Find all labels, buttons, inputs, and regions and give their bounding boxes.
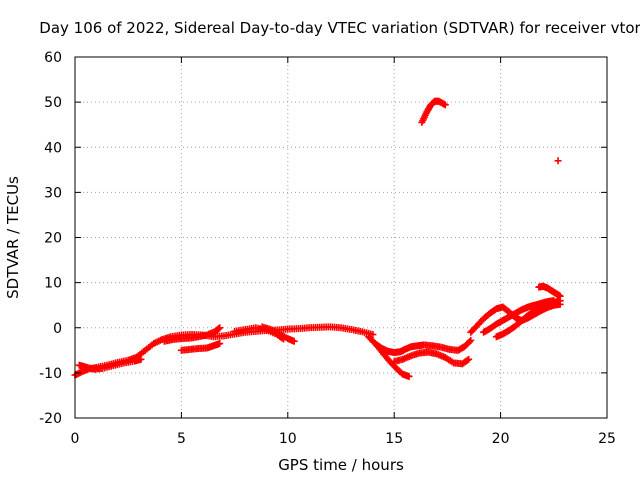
series-track-i (390, 348, 473, 368)
data-point (554, 157, 562, 165)
x-tick-label: 5 (177, 431, 186, 447)
data-point (441, 101, 449, 109)
x-tick-label: 25 (598, 431, 616, 447)
data-point (137, 355, 145, 363)
series-track-o (554, 157, 562, 165)
data-point (556, 292, 564, 300)
y-tick-label: -10 (39, 366, 62, 382)
series-track-l (492, 297, 564, 341)
ticks: 0 5 10 15 20 25 -20 -10 0 10 20 30 40 50 60 (39, 50, 616, 447)
data-marks (71, 97, 564, 380)
x-axis-label: GPS time / hours (278, 456, 404, 474)
data-point (405, 372, 413, 380)
y-tick-label: 40 (44, 140, 62, 156)
y-tick-label: 20 (44, 231, 62, 247)
y-tick-label: -20 (39, 411, 62, 427)
series-track-n (418, 97, 449, 126)
y-tick-label: 10 (44, 276, 62, 292)
data-point (216, 324, 224, 332)
x-tick-label: 10 (279, 431, 297, 447)
series-track-b (75, 355, 145, 373)
chart-title: Day 106 of 2022, Sidereal Day-to-day VTE… (39, 19, 640, 37)
x-tick-label: 0 (71, 431, 80, 447)
series-track-m (535, 282, 564, 300)
series-track-c (160, 324, 224, 345)
y-axis-label: SDTVAR / TECUs (4, 176, 22, 299)
series-track-a (71, 323, 377, 379)
data-point (216, 340, 224, 348)
data-point (465, 355, 473, 363)
y-tick-label: 30 (44, 185, 62, 201)
y-tick-label: 0 (53, 321, 62, 337)
x-tick-label: 15 (385, 431, 403, 447)
data-point (466, 338, 474, 346)
data-point (290, 337, 298, 345)
series-track-f (258, 323, 298, 345)
grid (75, 57, 607, 418)
data-point (369, 331, 377, 339)
y-tick-label: 50 (44, 95, 62, 111)
data-point (463, 356, 471, 364)
series-track-d (177, 340, 224, 354)
data-point (467, 336, 475, 344)
x-tick-label: 20 (492, 431, 510, 447)
y-tick-label: 60 (44, 50, 62, 66)
